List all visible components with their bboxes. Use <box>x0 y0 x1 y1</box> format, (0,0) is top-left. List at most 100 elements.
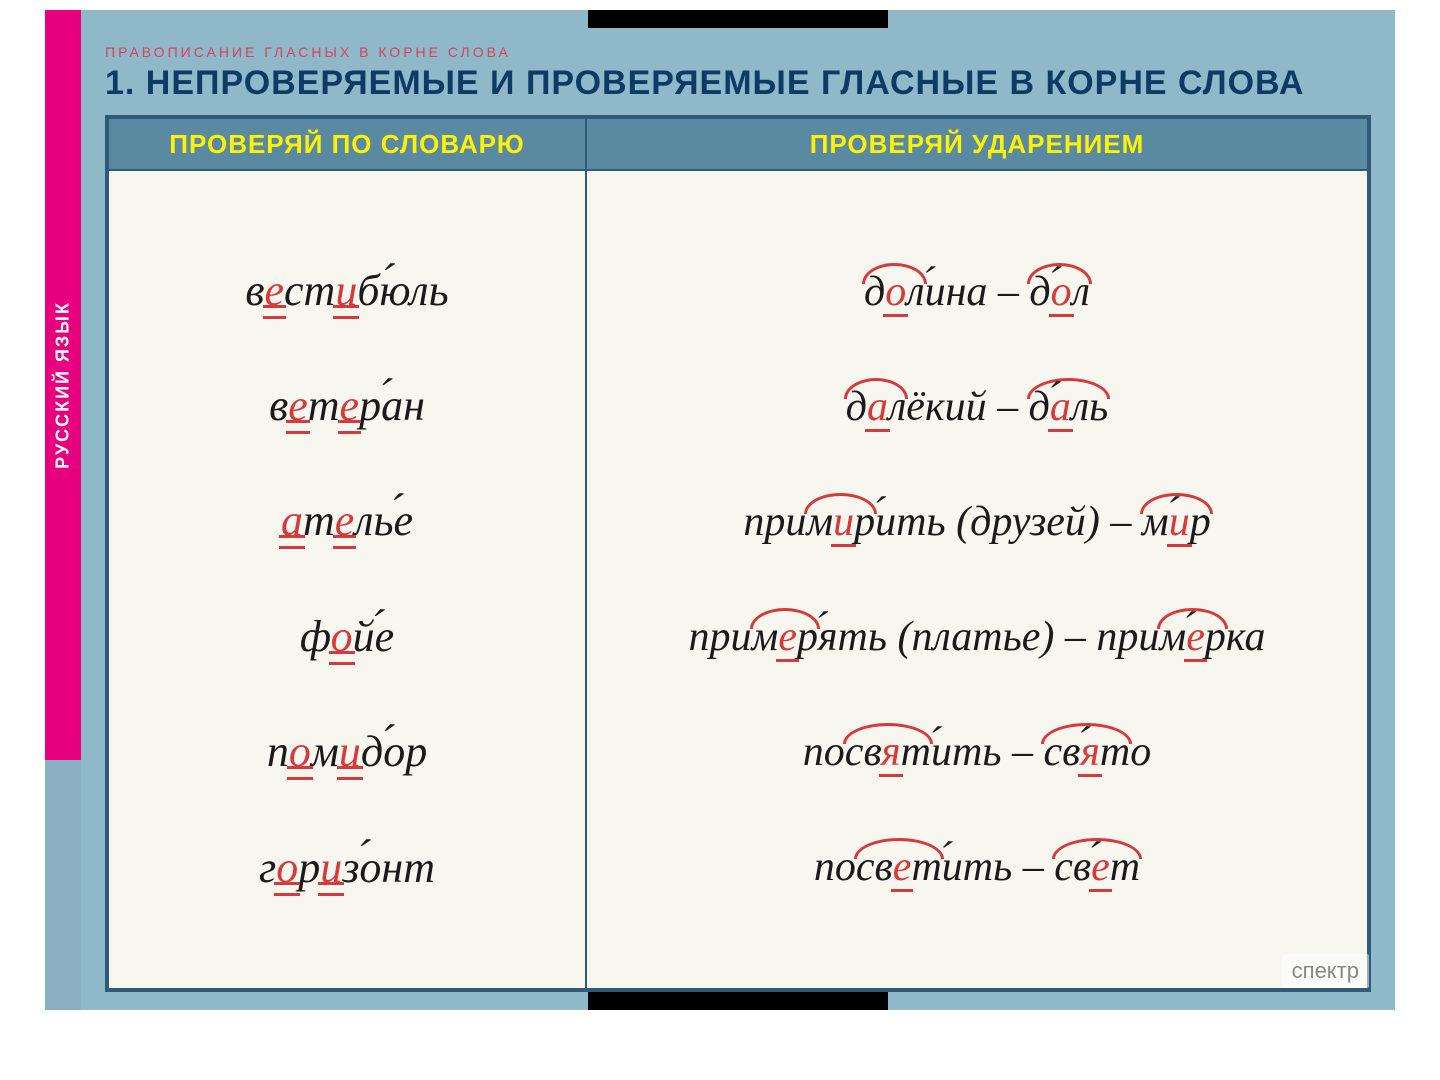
text-fragment: св <box>845 729 881 775</box>
logo-text: спектр <box>1292 958 1359 983</box>
text-fragment: на <box>946 269 988 315</box>
root-arc: дал <box>846 384 907 430</box>
highlight-vowel: е <box>288 381 308 430</box>
text-fragment: т <box>303 496 335 545</box>
text-fragment: д <box>864 269 885 315</box>
text-fragment: при <box>1096 614 1159 660</box>
bottom-clip <box>588 992 888 1010</box>
text-fragment: ль <box>1071 384 1108 430</box>
highlight-vowel: е <box>1091 844 1110 890</box>
word-row: далёкий–даль <box>846 383 1109 431</box>
text-fragment: л <box>906 269 924 315</box>
text-fragment: р <box>1190 499 1211 545</box>
word-row: ателье <box>281 496 413 547</box>
word-row: посвятить–свято <box>803 728 1151 776</box>
root-arc: свет <box>1054 844 1140 890</box>
highlight-vowel: е <box>893 844 912 890</box>
root-arc: мер <box>752 614 818 660</box>
highlight-vowel: е <box>1186 614 1205 660</box>
text-fragment: т <box>308 381 340 430</box>
highlight-vowel: а <box>1050 384 1071 430</box>
stressed-vowel: е <box>375 612 395 661</box>
highlight-vowel: о <box>331 612 353 661</box>
highlight-vowel: я <box>881 729 901 775</box>
text-fragment: т <box>901 729 931 775</box>
text-fragment: ф <box>300 612 331 661</box>
word-row: долина–дол <box>864 268 1090 316</box>
main-panel: ПРАВОПИСАНИЕ ГЛАСНЫХ В КОРНЕ СЛОВА 1. НЕ… <box>81 10 1395 1010</box>
text-fragment: ль <box>354 496 393 545</box>
text-fragment: з <box>342 843 359 892</box>
top-clip <box>588 10 888 28</box>
column-dictionary: вестибюльветеранательефойепомидоргоризон… <box>109 171 587 988</box>
root-arc: свят <box>1043 729 1130 775</box>
text-fragment: б <box>357 266 379 315</box>
text-fragment: ль <box>409 266 448 315</box>
word-row: помидор <box>267 727 427 778</box>
text-fragment: р <box>359 381 381 430</box>
stressed-vowel: а <box>381 381 403 430</box>
text-fragment: ка <box>1226 614 1266 660</box>
spine-label: РУССКИЙ ЯЗЫК <box>53 301 74 469</box>
spine-top: РУССКИЙ ЯЗЫК <box>45 10 81 760</box>
text-fragment: ть (друзей) <box>896 499 1100 545</box>
word-row: вестибюль <box>245 266 448 317</box>
text-fragment: д <box>1029 269 1050 315</box>
root-arc: свет <box>856 844 942 890</box>
overtitle: ПРАВОПИСАНИЕ ГЛАСНЫХ В КОРНЕ СЛОВА <box>105 44 1371 60</box>
word-row: ветеран <box>269 381 425 432</box>
dash: – <box>1065 614 1086 660</box>
text-fragment: м <box>752 614 779 660</box>
dash: – <box>997 384 1018 430</box>
text-fragment: при <box>743 499 806 545</box>
root-arc: даль <box>1029 384 1109 430</box>
root-arc: дол <box>864 269 925 315</box>
stressed-vowel: о <box>359 843 381 892</box>
spine-bottom <box>45 760 81 1010</box>
header-left: ПРОВЕРЯЙ ПО СЛОВАРЮ <box>109 119 587 169</box>
spine: РУССКИЙ ЯЗЫК <box>45 10 81 1010</box>
text-fragment: й <box>353 612 375 661</box>
root-arc: мир <box>806 499 875 545</box>
text-fragment: р <box>405 727 427 776</box>
header-right: ПРОВЕРЯЙ УДАРЕНИЕМ <box>587 119 1367 169</box>
text-fragment: р <box>1205 614 1226 660</box>
text-fragment: ть <box>963 844 1012 890</box>
highlight-vowel: е <box>778 614 797 660</box>
word-row: горизонт <box>259 843 435 894</box>
root-arc: мер <box>1159 614 1225 660</box>
text-fragment: м <box>1159 614 1186 660</box>
text-fragment: д <box>1029 384 1050 430</box>
highlight-vowel: о <box>885 269 906 315</box>
word-row: посветить–свет <box>814 843 1140 891</box>
text-fragment: т <box>1110 844 1140 890</box>
text-fragment: св <box>1054 844 1091 890</box>
dash: – <box>1023 844 1044 890</box>
text-fragment: д <box>846 384 867 430</box>
text-fragment: при <box>689 614 752 660</box>
highlight-vowel: е <box>265 266 285 315</box>
text-fragment: о <box>1130 729 1151 775</box>
text-fragment: св <box>1043 729 1080 775</box>
text-fragment: по <box>814 844 856 890</box>
text-fragment: ть <box>952 729 1001 775</box>
stressed-vowel: я <box>818 614 838 660</box>
text-fragment: нт <box>381 843 435 892</box>
publisher-logo: спектр <box>1282 954 1369 988</box>
stressed-vowel: и <box>875 499 896 545</box>
root-arc: свят <box>845 729 931 775</box>
word-row: примирить (друзей)–мир <box>743 498 1210 546</box>
text-fragment: м <box>1142 499 1169 545</box>
text-fragment: св <box>856 844 893 890</box>
highlight-vowel: и <box>833 499 854 545</box>
text-fragment: п <box>267 727 289 776</box>
text-fragment: л <box>888 384 906 430</box>
stressed-vowel: и <box>925 269 946 315</box>
highlight-vowel: я <box>1080 729 1100 775</box>
root-arc: дол <box>1029 269 1090 315</box>
highlight-vowel: е <box>335 496 355 545</box>
highlight-vowel: и <box>320 843 342 892</box>
text-fragment: л <box>1072 269 1090 315</box>
text-fragment: ёкий <box>906 384 986 430</box>
stressed-vowel: е <box>394 496 414 545</box>
